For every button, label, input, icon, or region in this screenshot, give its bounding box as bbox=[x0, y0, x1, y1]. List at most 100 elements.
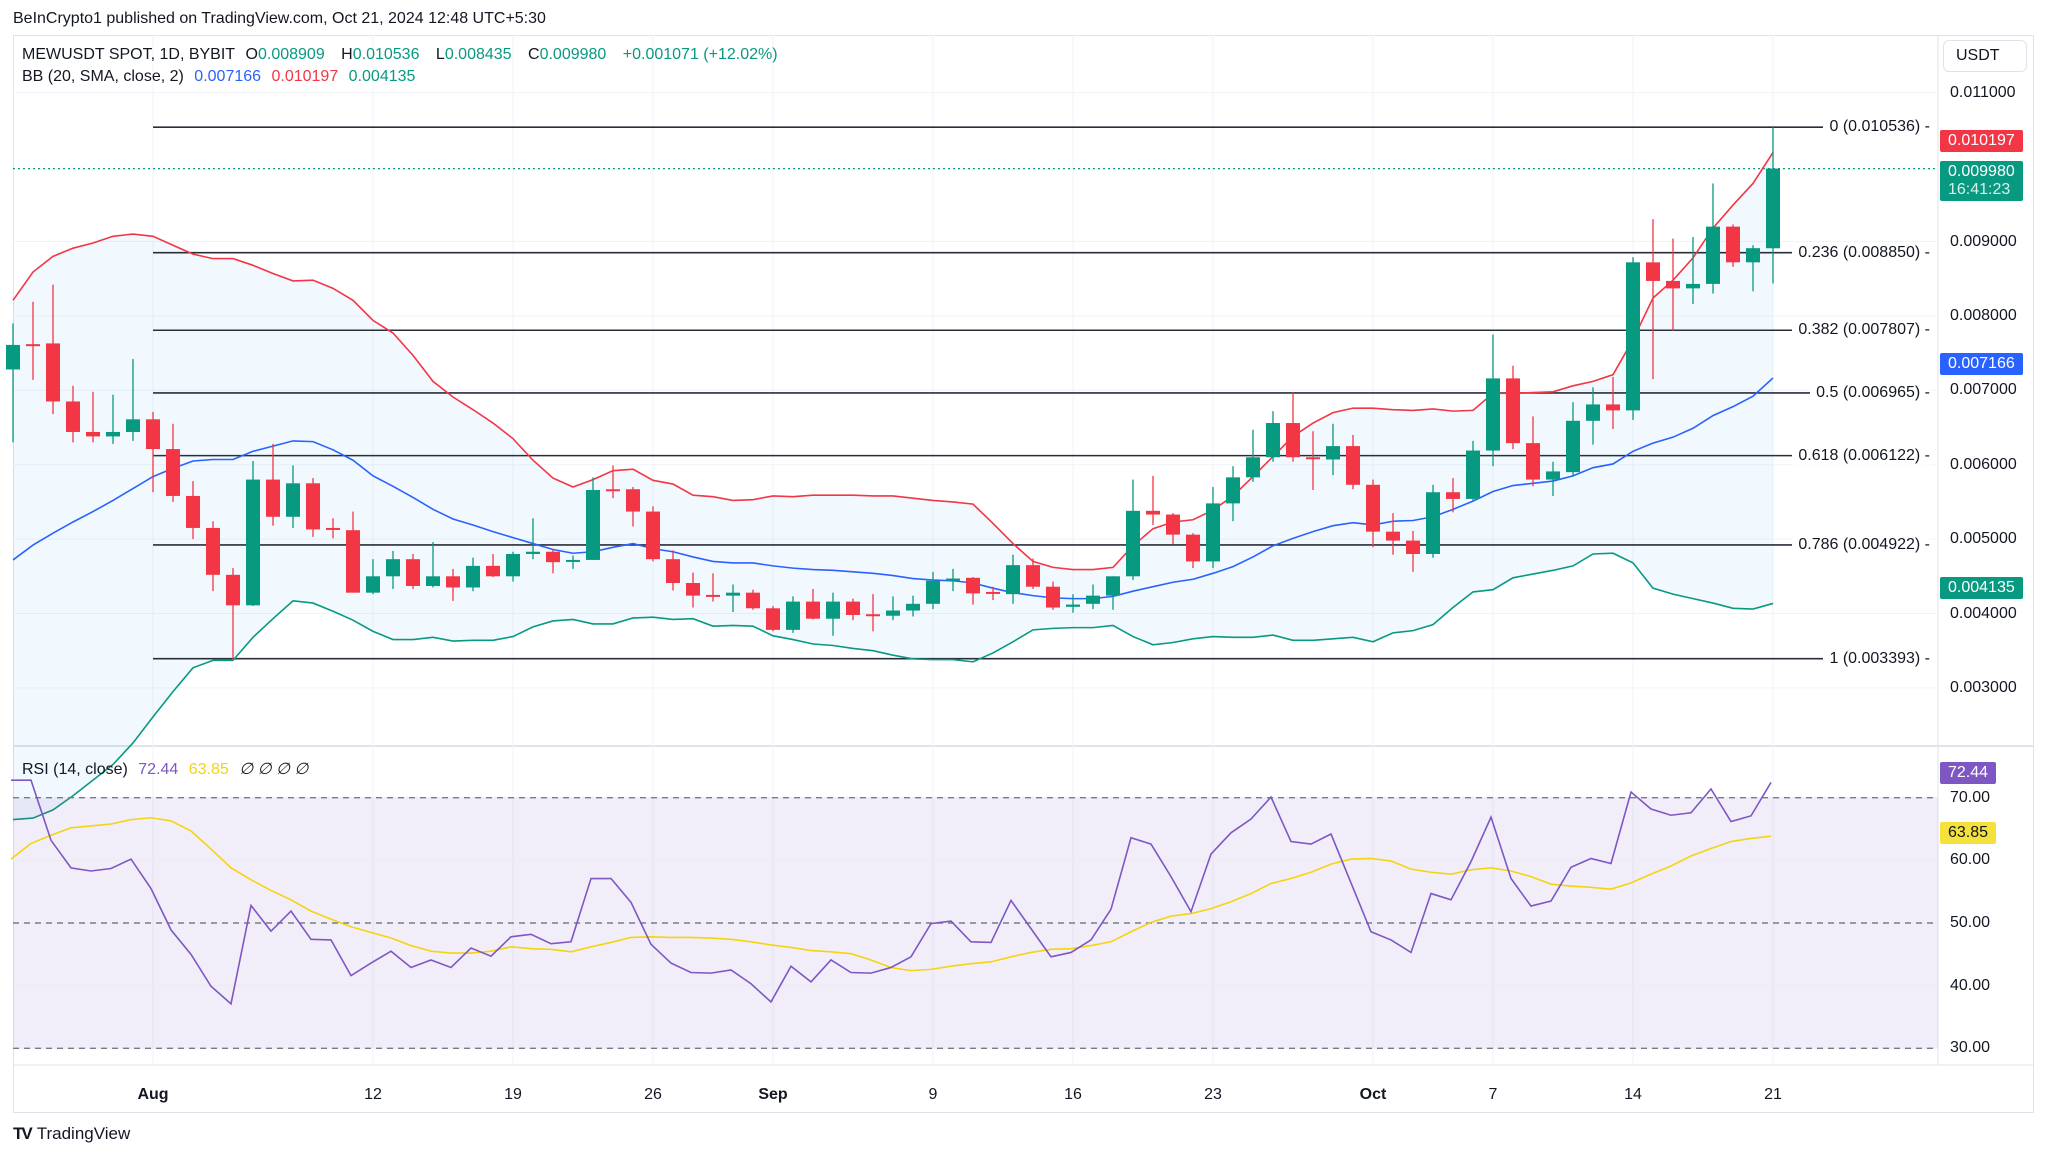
candle-body bbox=[766, 608, 780, 630]
candle bbox=[146, 411, 160, 493]
candle-body bbox=[66, 401, 80, 432]
close-field: C0.009980 bbox=[528, 46, 612, 63]
bb-lower-line bbox=[12, 552, 1774, 821]
rsi-label[interactable]: RSI (14, close) bbox=[22, 761, 128, 778]
chart-frame bbox=[13, 35, 2034, 1113]
low-label: L bbox=[435, 46, 445, 63]
close-value: 0.009980 bbox=[539, 46, 607, 63]
candle bbox=[1506, 365, 1520, 450]
candle-body bbox=[746, 592, 760, 609]
candle bbox=[606, 465, 620, 499]
candle-body bbox=[1146, 510, 1160, 515]
candle-body bbox=[446, 576, 460, 588]
candle bbox=[266, 443, 280, 526]
candle bbox=[206, 521, 220, 592]
candle-body bbox=[486, 565, 500, 577]
symbol-name[interactable]: MEWUSDT SPOT, 1D, BYBIT bbox=[22, 46, 236, 63]
candle-body bbox=[826, 601, 840, 619]
low-value: 0.008435 bbox=[444, 46, 512, 63]
bollinger-fill bbox=[13, 152, 1773, 820]
price-tick-label: 0.004000 bbox=[1950, 604, 2017, 622]
candle bbox=[986, 586, 1000, 601]
time-tick-label: 19 bbox=[504, 1086, 522, 1103]
rsi-value: 72.44 bbox=[138, 761, 179, 778]
candle-body bbox=[206, 527, 220, 575]
candle-body bbox=[1286, 423, 1300, 458]
candle bbox=[66, 385, 80, 443]
brand-name: TradingView bbox=[36, 1124, 131, 1143]
candle bbox=[886, 596, 900, 621]
rsi-tick-label: 40.00 bbox=[1950, 976, 1991, 994]
last-price: 0.009980 bbox=[1948, 163, 2015, 180]
candle-body bbox=[1706, 226, 1720, 284]
candle bbox=[406, 553, 420, 589]
candle bbox=[1126, 479, 1140, 581]
candle bbox=[1566, 402, 1580, 477]
candle bbox=[826, 592, 840, 636]
candle bbox=[86, 391, 100, 443]
candle-body bbox=[626, 489, 640, 512]
candle bbox=[1086, 584, 1100, 610]
candle-body bbox=[1226, 477, 1240, 504]
last-price-badge: 0.009980 16:41:23 bbox=[1940, 161, 2023, 201]
tradingview-logo[interactable]: TV TradingView bbox=[13, 1124, 130, 1144]
candle-body bbox=[1026, 565, 1040, 587]
bb-label[interactable]: BB (20, SMA, close, 2) bbox=[22, 68, 184, 85]
candle bbox=[1026, 558, 1040, 589]
time-tick-label: 12 bbox=[364, 1086, 382, 1103]
fib-label-text: 0.382 (0.007807) bbox=[1798, 321, 1921, 339]
candle bbox=[1166, 513, 1180, 545]
candle bbox=[246, 460, 260, 607]
bb-upper-line bbox=[12, 152, 1774, 571]
candle-body bbox=[1726, 226, 1740, 263]
candle bbox=[1466, 440, 1480, 501]
candle bbox=[426, 542, 440, 588]
rsi-legend: RSI (14, close) 72.44 63.85 ∅ ∅ ∅ ∅ bbox=[22, 759, 314, 779]
candle-body bbox=[1586, 404, 1600, 421]
time-tick-label: Sep bbox=[758, 1086, 788, 1103]
rsi-tick-label: 60.00 bbox=[1950, 851, 1991, 869]
candle-body bbox=[926, 580, 940, 604]
candle bbox=[326, 518, 340, 539]
fib-level-label: 0.382 (0.007807) - bbox=[1792, 321, 1930, 340]
candle bbox=[566, 555, 580, 569]
fib-label-text: 1 (0.003393) bbox=[1829, 649, 1921, 667]
open-field: O0.008909 bbox=[246, 46, 331, 63]
candle-body bbox=[966, 577, 980, 594]
time-tick-label: 26 bbox=[644, 1086, 662, 1103]
candle bbox=[706, 573, 720, 602]
fib-level-label: 0 (0.010536) - bbox=[1823, 118, 1930, 137]
candle-body bbox=[1506, 378, 1520, 444]
candle-body bbox=[606, 489, 620, 492]
candle bbox=[1626, 257, 1640, 421]
candle bbox=[1426, 484, 1440, 558]
tradingview-logo-icon: TV bbox=[13, 1124, 33, 1143]
rsi-extra-values: ∅ ∅ ∅ ∅ bbox=[239, 761, 309, 778]
candle bbox=[1446, 478, 1460, 513]
candle-body bbox=[1666, 280, 1680, 289]
candle bbox=[1066, 594, 1080, 613]
candle bbox=[1346, 434, 1360, 490]
candle-body bbox=[1066, 604, 1080, 607]
fib-tick: - bbox=[1920, 321, 1930, 339]
candle-body bbox=[786, 601, 800, 630]
candle bbox=[6, 323, 20, 443]
candle bbox=[1246, 429, 1260, 482]
fib-label-text: 0.5 (0.006965) bbox=[1816, 383, 1921, 401]
open-label: O bbox=[245, 46, 258, 63]
time-tick-label: 14 bbox=[1624, 1086, 1642, 1103]
fib-label-text: 0.618 (0.006122) bbox=[1798, 446, 1921, 464]
currency-button[interactable]: USDT bbox=[1943, 40, 2027, 72]
candle-body bbox=[86, 431, 100, 437]
candle bbox=[386, 551, 400, 589]
candle-body bbox=[46, 343, 60, 402]
candle bbox=[1006, 554, 1020, 604]
candle-body bbox=[1106, 576, 1120, 596]
candle-body bbox=[326, 527, 340, 530]
bb-lower-value: 0.004135 bbox=[348, 68, 416, 85]
candle bbox=[1766, 127, 1780, 284]
candle-body bbox=[1606, 404, 1620, 411]
candle-body bbox=[946, 578, 960, 581]
candle-body bbox=[406, 559, 420, 586]
